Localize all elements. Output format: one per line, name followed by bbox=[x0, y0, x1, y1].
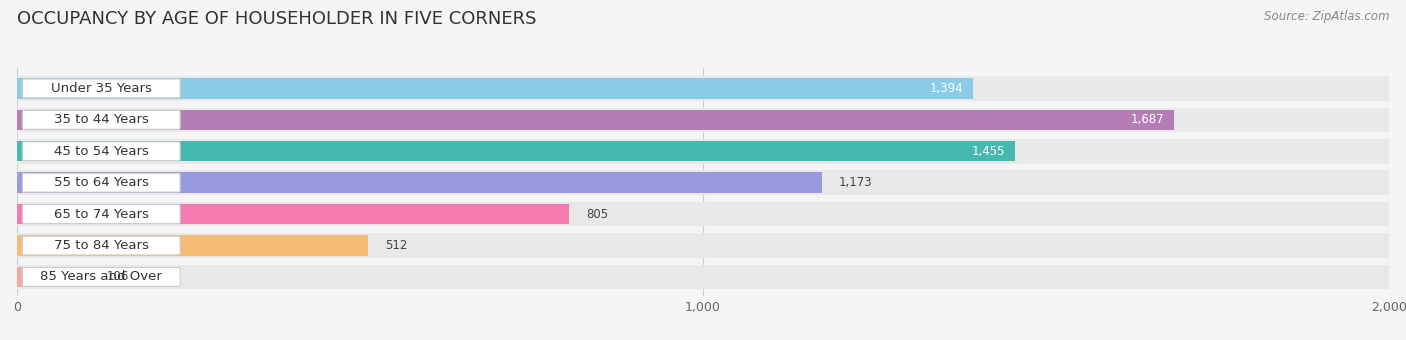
FancyBboxPatch shape bbox=[22, 205, 180, 223]
Bar bbox=[17, 267, 90, 287]
FancyBboxPatch shape bbox=[22, 268, 180, 286]
Bar bbox=[17, 202, 1389, 226]
Text: 45 to 54 Years: 45 to 54 Years bbox=[53, 145, 149, 158]
Text: 75 to 84 Years: 75 to 84 Years bbox=[53, 239, 149, 252]
FancyBboxPatch shape bbox=[22, 110, 180, 129]
FancyBboxPatch shape bbox=[22, 236, 180, 255]
Bar bbox=[17, 141, 1015, 162]
Bar bbox=[17, 170, 1389, 195]
Text: Source: ZipAtlas.com: Source: ZipAtlas.com bbox=[1264, 10, 1389, 23]
FancyBboxPatch shape bbox=[22, 79, 180, 98]
Text: 85 Years and Over: 85 Years and Over bbox=[41, 270, 162, 284]
Text: 55 to 64 Years: 55 to 64 Years bbox=[53, 176, 149, 189]
FancyBboxPatch shape bbox=[22, 142, 180, 161]
Text: 35 to 44 Years: 35 to 44 Years bbox=[53, 113, 149, 126]
Bar bbox=[17, 139, 1389, 164]
Bar bbox=[17, 233, 1389, 258]
Text: 1,173: 1,173 bbox=[839, 176, 873, 189]
Bar bbox=[17, 235, 368, 256]
Bar bbox=[17, 107, 1389, 132]
Bar bbox=[17, 172, 821, 193]
Bar bbox=[17, 265, 1389, 289]
Bar bbox=[17, 78, 973, 99]
Text: 1,687: 1,687 bbox=[1130, 113, 1164, 126]
Text: 106: 106 bbox=[107, 270, 129, 284]
FancyBboxPatch shape bbox=[22, 173, 180, 192]
Text: 1,455: 1,455 bbox=[972, 145, 1005, 158]
Text: 65 to 74 Years: 65 to 74 Years bbox=[53, 208, 149, 221]
Text: 512: 512 bbox=[385, 239, 408, 252]
Bar bbox=[17, 204, 569, 224]
Text: OCCUPANCY BY AGE OF HOUSEHOLDER IN FIVE CORNERS: OCCUPANCY BY AGE OF HOUSEHOLDER IN FIVE … bbox=[17, 10, 536, 28]
Bar bbox=[17, 76, 1389, 101]
Text: 805: 805 bbox=[586, 208, 609, 221]
Text: Under 35 Years: Under 35 Years bbox=[51, 82, 152, 95]
Bar bbox=[17, 109, 1174, 130]
Text: 1,394: 1,394 bbox=[929, 82, 963, 95]
